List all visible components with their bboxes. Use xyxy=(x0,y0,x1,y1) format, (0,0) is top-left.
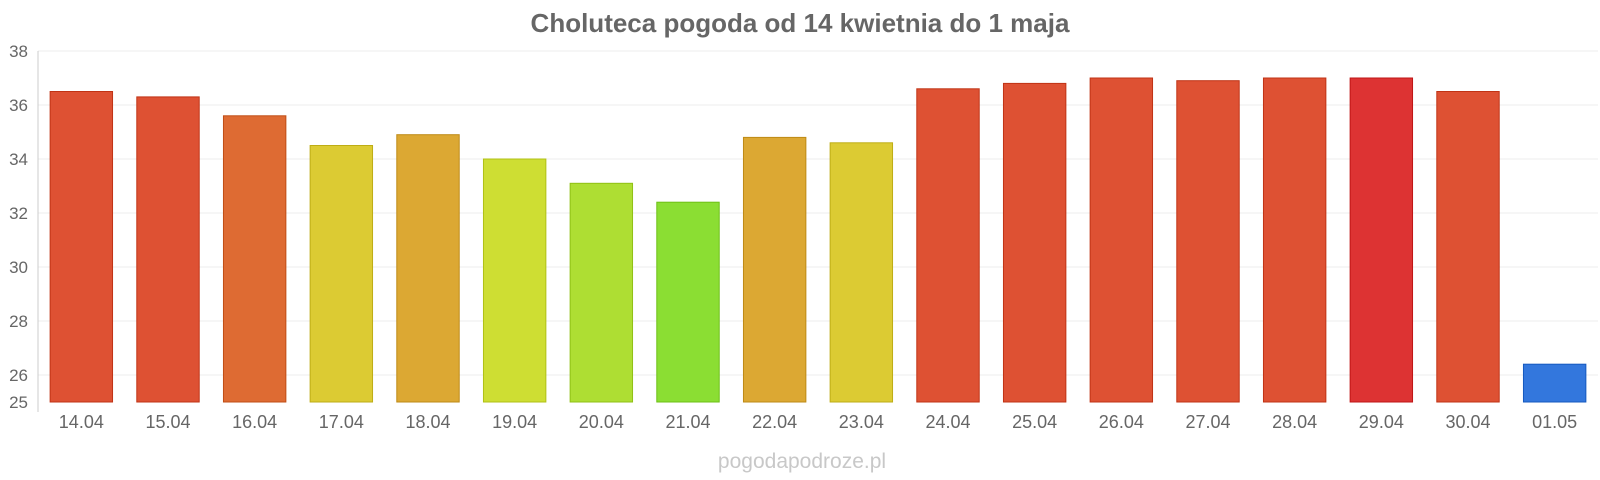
y-tick-label: 32 xyxy=(9,204,28,223)
watermark: pogodapodroze.pl xyxy=(718,450,886,473)
x-tick-label: 30.04 xyxy=(1445,412,1490,432)
x-tick-label: 01.05 xyxy=(1532,412,1577,432)
bar-30.04[interactable] xyxy=(1436,91,1500,403)
bar-15.04[interactable] xyxy=(136,96,200,403)
y-tick-label: 26 xyxy=(9,366,28,385)
bar-17.04[interactable] xyxy=(309,145,374,403)
x-tick-label: 29.04 xyxy=(1359,412,1404,432)
x-tick-label: 14.04 xyxy=(59,412,104,432)
bar-26.04[interactable] xyxy=(1089,77,1154,403)
x-tick-label: 22.04 xyxy=(752,412,797,432)
x-tick-label: 21.04 xyxy=(665,412,710,432)
x-tick-label: 20.04 xyxy=(579,412,624,432)
x-axis-labels: 14.04 15.04 16.04 17.04 18.04 19.04 20.04 21.04… xyxy=(59,412,1577,432)
bar-20.04[interactable] xyxy=(569,182,634,403)
grid-layer xyxy=(37,50,1598,412)
y-tick-label: 30 xyxy=(9,258,28,277)
bar-25.04[interactable] xyxy=(1002,82,1067,403)
x-tick-label: 17.04 xyxy=(319,412,364,432)
x-tick-label: 25.04 xyxy=(1012,412,1057,432)
bar-27.04[interactable] xyxy=(1176,80,1240,403)
y-tick-label: 34 xyxy=(9,150,28,169)
chart-title: Choluteca pogoda od 14 kwietnia do 1 maj… xyxy=(531,8,1070,38)
y-tick-label: 28 xyxy=(9,312,28,331)
x-tick-label: 24.04 xyxy=(925,412,970,432)
bar-18.04[interactable] xyxy=(396,134,460,403)
x-tick-label: 28.04 xyxy=(1272,412,1317,432)
x-tick-label: 26.04 xyxy=(1099,412,1144,432)
bar-19.04[interactable] xyxy=(482,158,547,403)
y-tick-label: 38 xyxy=(9,42,28,61)
bar-28.04[interactable] xyxy=(1262,77,1327,403)
bar-23.04[interactable] xyxy=(829,142,894,403)
bar-29.04[interactable] xyxy=(1349,77,1414,403)
x-tick-label: 15.04 xyxy=(145,412,190,432)
bar-24.04[interactable] xyxy=(916,88,980,403)
bar-14.04[interactable] xyxy=(49,91,114,403)
y-axis-labels: 25 26 28 30 32 34 36 38 xyxy=(9,42,28,412)
x-tick-label: 19.04 xyxy=(492,412,537,432)
x-tick-label: 27.04 xyxy=(1185,412,1230,432)
x-tick-label: 23.04 xyxy=(839,412,884,432)
bars-layer xyxy=(49,77,1587,403)
bar-01.05[interactable] xyxy=(1522,363,1587,403)
y-tick-label: 25 xyxy=(9,393,28,412)
y-tick-label: 36 xyxy=(9,96,28,115)
bar-16.04[interactable] xyxy=(222,115,287,403)
bar-22.04[interactable] xyxy=(742,136,807,403)
x-tick-label: 16.04 xyxy=(232,412,277,432)
x-tick-label: 18.04 xyxy=(405,412,450,432)
bar-21.04[interactable] xyxy=(656,201,720,403)
